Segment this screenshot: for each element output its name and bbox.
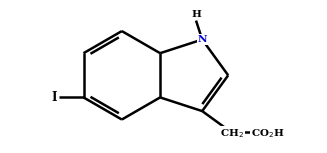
Text: CO$_2$H: CO$_2$H <box>251 127 284 140</box>
Text: H: H <box>191 10 201 19</box>
Text: CH$_2$: CH$_2$ <box>219 127 244 140</box>
Text: N: N <box>198 35 207 44</box>
Text: I: I <box>51 91 57 104</box>
